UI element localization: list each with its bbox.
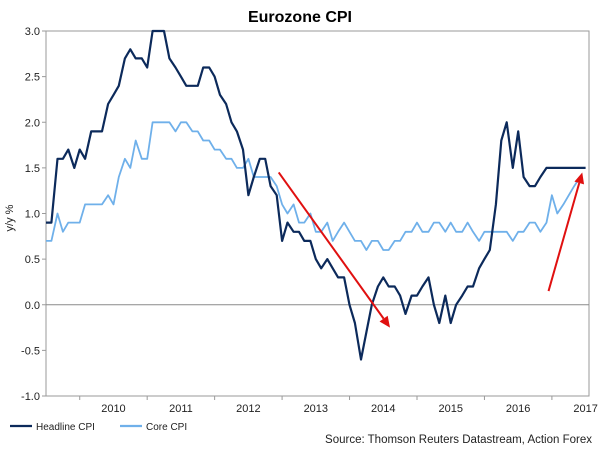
source-note: Source: Thomson Reuters Datastream, Acti… — [325, 434, 592, 446]
x-tick-label: 2015 — [438, 403, 462, 415]
y-tick-label: 0.0 — [25, 300, 40, 312]
legend-label-headline-cpi: Headline CPI — [36, 422, 95, 433]
legend: Headline CPI Core CPI — [10, 422, 187, 433]
annotation-layer — [277, 171, 585, 328]
y-tick-label: 1.0 — [25, 209, 40, 221]
y-axis: 3.0 2.5 2.0 1.5 1.0 0.5 0.0 -0.5 -1.0 — [21, 26, 46, 403]
y-tick-label: 1.5 — [25, 163, 40, 175]
plot-frame — [45, 30, 590, 397]
x-axis: 2010 2011 2012 2013 2014 2015 2016 2017 — [79, 396, 598, 415]
x-tick-label: 2014 — [371, 403, 395, 415]
y-tick-label: -0.5 — [21, 345, 40, 357]
x-tick-label: 2011 — [169, 403, 193, 415]
legend-label-core-cpi: Core CPI — [146, 422, 187, 433]
plot-area — [45, 30, 590, 397]
y-tick-label: 3.0 — [25, 26, 40, 38]
trend-arrow-2 — [547, 172, 585, 292]
x-tick-label: 2012 — [236, 403, 260, 415]
y-tick-label: 2.0 — [25, 117, 40, 129]
x-tick-label: 2017 — [573, 403, 597, 415]
y-axis-label: y/y % — [4, 204, 16, 231]
y-tick-label: 2.5 — [25, 72, 40, 84]
series-layer — [46, 29, 586, 361]
chart-title: Eurozone CPI — [248, 9, 352, 26]
series-line-core-cpi — [46, 121, 581, 251]
x-tick-label: 2010 — [101, 403, 125, 415]
y-tick-label: -1.0 — [21, 391, 40, 403]
x-tick-label: 2016 — [506, 403, 530, 415]
x-tick-label: 2013 — [304, 403, 328, 415]
trend-arrow-1 — [277, 171, 391, 328]
series-line-headline-cpi — [46, 29, 586, 361]
y-tick-label: 0.5 — [25, 254, 40, 266]
